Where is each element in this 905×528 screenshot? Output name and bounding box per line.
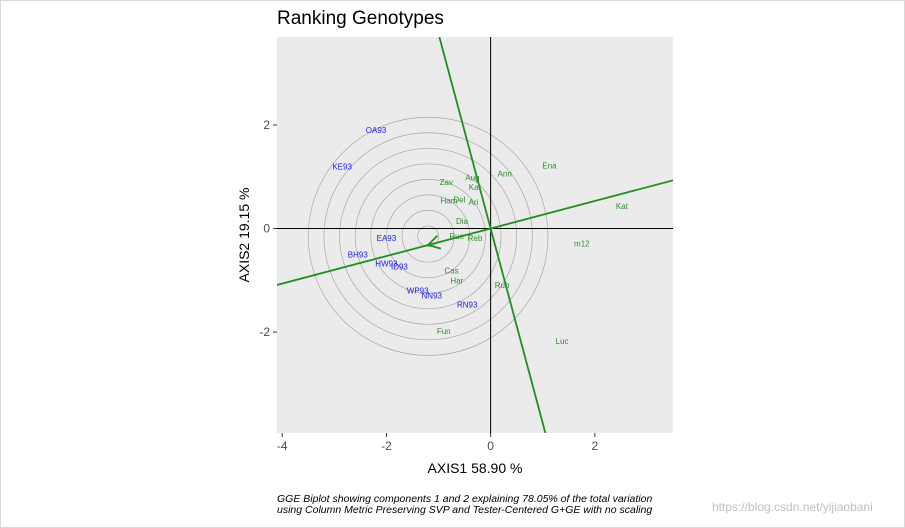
genotype-label: Aug [465,173,479,182]
watermark: https://blog.csdn.net/yijiaobani [712,500,873,514]
genotype-label: Luc [556,337,569,346]
average-environment-axis [277,179,673,286]
genotype-label: Cas [444,266,458,275]
plot-panel [277,37,673,433]
environment-label: OA93 [366,126,387,135]
genotype-label: Ham [441,197,458,206]
genotype-label: Har [450,276,463,285]
caption-line-2: using Column Metric Preserving SVP and T… [277,504,653,516]
average-environment-arrow [426,234,442,250]
environment-label: EA93 [377,234,397,243]
genotype-label: Fun [437,327,451,336]
caption-line-1: GGE Biplot showing components 1 and 2 ex… [277,493,653,505]
concentric-circle-4 [370,179,486,294]
y-tick-label: -2 [259,325,270,339]
environment-label: NN93 [422,291,443,300]
genotype-label: Ena [542,161,557,170]
y-axis-title: AXIS2 19.15 % [236,188,252,283]
y-tick-label: 2 [263,118,270,132]
genotype-label: Ann [498,170,512,179]
genotype-label: Reb [468,234,483,243]
genotype-label: Dia [456,217,469,226]
caption: GGE Biplot showing components 1 and 2 ex… [277,494,652,516]
concentric-circle-3 [386,194,471,279]
environment-label: WP93 [407,287,429,296]
genotype-label: Kar [469,183,482,192]
x-tick-label: -2 [381,439,392,453]
genotype-label: m12 [574,240,590,249]
genotype-label: Zav [440,178,453,187]
x-axis-title: AXIS1 58.90 % [428,460,523,476]
y-tick-label: 0 [263,222,270,236]
genotype-label: Ari [469,198,479,207]
environment-label: HW93 [375,260,398,269]
concentric-circle-1 [417,225,439,247]
genotype-label: Rue [449,232,464,241]
genotype-label: Rub [495,281,510,290]
x-tick-label: 0 [487,439,494,453]
x-tick-label: 2 [591,439,598,453]
environment-label: RN93 [457,301,478,310]
concentric-circle-5 [354,163,502,310]
environment-label: ID93 [391,262,408,271]
environment-label: BH93 [348,250,369,259]
chart-title: Ranking Genotypes [277,8,444,29]
concentric-circle-6 [339,147,518,325]
perpendicular-axis [438,37,547,433]
environment-label: KE93 [332,162,352,171]
concentric-circle-2 [401,210,455,263]
concentric-circle-8 [307,116,549,356]
x-tick-label: -4 [277,439,288,453]
concentric-circle-7 [323,132,533,341]
axis-layer: -4 -2 0 2 -2 0 2 AXIS1 58.90 % AXIS2 19.15 % [236,118,598,476]
genotype-label: Del [453,196,465,205]
genotype-label: Kat [616,202,629,211]
